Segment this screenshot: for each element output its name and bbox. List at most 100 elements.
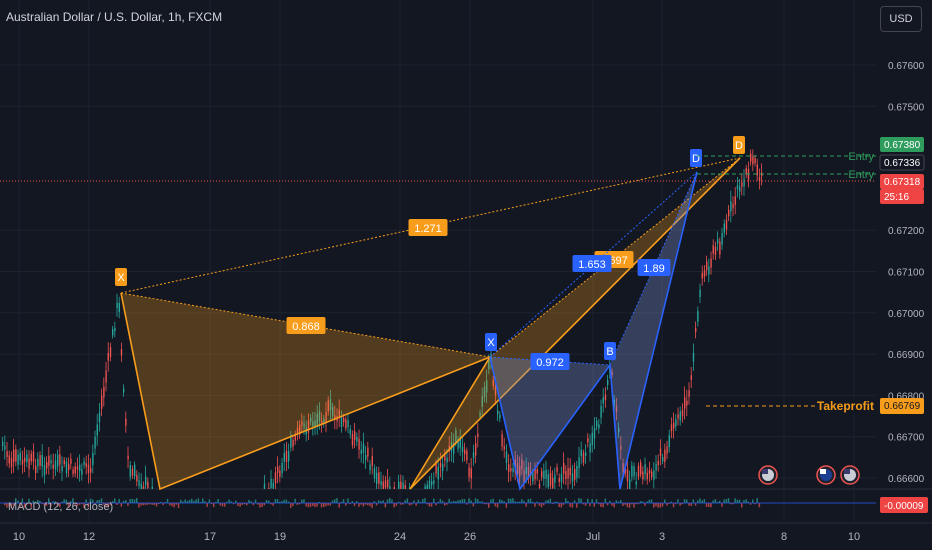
candle-body — [334, 415, 336, 420]
candle-body — [325, 412, 327, 422]
macd-bar — [611, 503, 613, 506]
currency-button[interactable]: USD — [880, 6, 922, 32]
candle-body — [125, 418, 127, 426]
candle-body — [283, 453, 285, 462]
macd-value-tag — [880, 497, 928, 513]
macd-bar — [54, 501, 57, 503]
macd-bar — [411, 503, 413, 505]
candle-body — [35, 465, 37, 474]
macd-bar — [342, 499, 345, 503]
candle-body — [679, 411, 681, 421]
candle-body — [433, 480, 435, 484]
macd-bar — [756, 498, 758, 503]
macd-bar — [690, 503, 692, 507]
price-tag — [880, 189, 924, 204]
macd-bar — [697, 500, 699, 503]
candle-body — [299, 424, 301, 435]
macd-bar — [635, 503, 637, 505]
macd-bar — [723, 499, 725, 503]
macd-bar — [518, 501, 521, 503]
candle-body — [41, 454, 43, 467]
macd-bar — [347, 498, 349, 503]
candle-body — [94, 436, 96, 449]
macd-bar — [59, 503, 61, 508]
macd-bar — [136, 498, 138, 503]
macd-bar — [639, 501, 642, 503]
macd-bar — [89, 498, 92, 503]
macd-bar — [371, 503, 373, 508]
macd-bar — [305, 503, 307, 507]
macd-bar — [204, 501, 206, 503]
macd-bar — [202, 498, 204, 503]
ratio-value: 1.653 — [578, 259, 606, 271]
candle-body — [79, 464, 81, 472]
candle-body — [712, 245, 714, 254]
point-label: X — [487, 337, 495, 349]
macd-bar — [21, 498, 24, 503]
macd-bar — [367, 503, 369, 506]
candle-body — [538, 483, 541, 488]
candle-body — [281, 462, 283, 474]
candle-body — [582, 452, 585, 463]
macd-bar — [556, 501, 558, 503]
macd-bar — [265, 499, 268, 503]
macd-bar — [463, 499, 466, 503]
macd-bar — [521, 499, 523, 503]
candle-body — [668, 435, 670, 448]
candle-body — [664, 449, 666, 462]
candle-body — [21, 459, 24, 465]
macd-bar — [595, 499, 598, 503]
candle-body — [52, 464, 54, 469]
candle-body — [105, 370, 107, 383]
macd-bar — [505, 503, 508, 508]
candle-body — [686, 400, 688, 406]
candle-body — [721, 233, 723, 245]
candle-body — [728, 209, 730, 217]
macd-bar — [426, 503, 428, 505]
macd-bar — [459, 499, 461, 503]
candle-body — [576, 465, 578, 478]
candle-body — [569, 467, 571, 476]
macd-bar — [730, 503, 732, 505]
macd-bar — [257, 503, 259, 505]
macd-bar — [536, 501, 538, 503]
candle-body — [492, 379, 494, 387]
candle-body — [314, 420, 316, 427]
point-badge — [604, 342, 616, 360]
candle-body — [552, 477, 554, 488]
candle-body — [354, 431, 356, 440]
macd-bar — [714, 499, 717, 503]
candle-body — [554, 474, 556, 483]
macd-bar — [516, 501, 519, 503]
candle-body — [28, 458, 30, 470]
macd-bar — [226, 501, 228, 503]
candle-body — [563, 462, 565, 474]
macd-bar — [375, 503, 378, 506]
macd-bar — [626, 503, 629, 508]
ratio-badge — [530, 353, 570, 370]
candle-body — [464, 449, 466, 455]
macd-bar — [567, 501, 569, 503]
macd-bar — [151, 503, 153, 505]
macd-bar — [32, 500, 35, 503]
macd-bar — [127, 503, 129, 506]
candle-body — [2, 441, 4, 446]
macd-bar — [408, 503, 411, 506]
candle-body — [560, 473, 563, 482]
candle-body — [435, 463, 437, 474]
macd-bar — [668, 503, 670, 505]
candle-body — [490, 353, 492, 362]
candle-body — [703, 270, 706, 277]
candle-body — [316, 413, 318, 427]
candle-body — [459, 436, 461, 448]
macd-bar — [382, 500, 384, 503]
macd-bar — [23, 503, 26, 508]
macd-bar — [613, 503, 615, 508]
macd-bar — [747, 501, 750, 503]
y-tick-label: 0.66800 — [888, 391, 925, 402]
ratio-value: 1.89 — [643, 263, 664, 275]
candle-body — [59, 454, 61, 465]
candle-body — [659, 448, 662, 456]
macd-bar — [276, 499, 279, 503]
